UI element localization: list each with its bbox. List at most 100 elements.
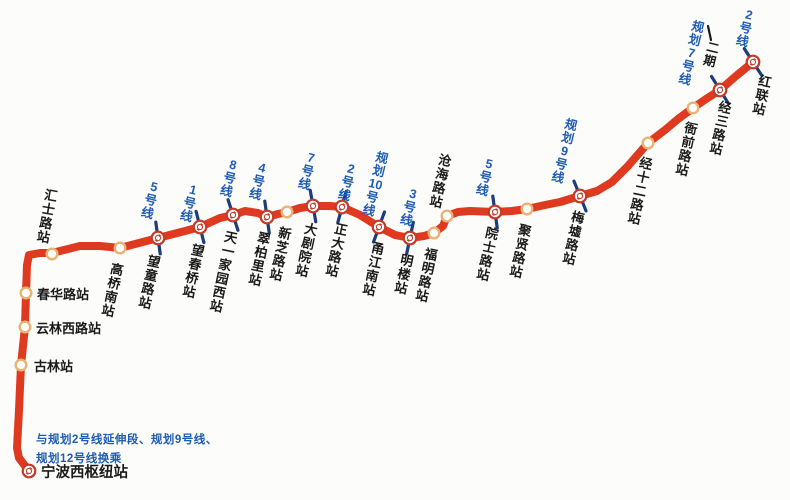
station-label: 大剧院站 [294,221,319,279]
station-marker [21,463,37,479]
station-marker [280,205,294,219]
interchange-icon [154,234,162,242]
interchange-icon [263,218,267,222]
interchange-icon [25,467,33,475]
interchange-icon [342,202,346,206]
phase-label: 二期 [702,40,721,70]
interchange-icon [196,223,204,231]
station-label: 古林站 [34,359,73,374]
station-label: 正大路站 [324,221,350,280]
station-label: 望童路站 [137,253,163,312]
transfer-line-label: 规划10号线 [360,149,390,219]
station-label: 春华路站 [36,287,89,302]
station-marker [225,207,241,223]
interchange-icon [749,63,753,67]
station-label: 望春桥站 [180,242,207,301]
transfer-line-label: 4号线 [248,160,271,203]
interchange-icon [576,197,580,201]
transfer-note-line2: 规划12号线换乘 [36,453,122,465]
interchange-icon [229,216,233,220]
station-marker [487,204,503,220]
interchange-icon [491,208,499,216]
transfer-note-line1: 与规划2号线延伸段、规划9号线、 [36,434,218,446]
station-marker [259,209,275,225]
interchange-icon [267,212,271,216]
station-label: 明楼站 [393,252,415,297]
interchange-icon [491,213,495,217]
station-label: 聚贤路站 [507,222,534,281]
metro-line-path [13,58,757,475]
transfer-line-label: 5号线 [140,179,163,222]
station-marker [402,230,418,246]
station-label: 红联站 [751,73,773,118]
phase-dash [706,24,713,42]
transfer-line-label: 8号线 [219,157,242,200]
station-marker [427,226,441,240]
interchange-icon [154,239,158,243]
interchange-icon [338,208,342,212]
station-label: 新芝路站 [268,225,294,284]
station-label: 甬江南站 [361,240,386,298]
interchange-icon [25,472,29,476]
station-label: 经三路站 [708,99,734,158]
interchange-icon [576,192,584,200]
station-label: 宁波西枢纽站 [41,463,128,481]
station-label: 衙前路站 [673,120,700,179]
interchange-icon [410,233,414,237]
transfer-line-label: 1号线 [179,182,202,225]
transfer-line-label: 7号线 [297,150,320,193]
interchange-icon [196,228,200,232]
interchange-icon [200,222,204,226]
station-marker [150,230,166,246]
station-marker [572,188,588,204]
interchange-icon [309,207,313,211]
interchange-icon [495,207,499,211]
station-label: 院士路站 [475,225,501,284]
interchange-icon [716,91,720,95]
transfer-line-label: 3号线 [399,186,422,229]
station-label: 经十二路站 [626,155,654,227]
station-marker [520,202,534,216]
station-marker [334,199,350,215]
interchange-icon [720,85,724,89]
station-label: 天一家园西站 [208,229,239,315]
interchange-icon [379,222,383,226]
station-marker [712,82,728,98]
station-marker [45,247,59,261]
interchange-icon [753,57,757,61]
station-marker [14,358,28,372]
interchange-icon [229,211,237,219]
station-marker [371,219,387,235]
interchange-icon [716,86,724,94]
station-marker [19,286,33,300]
interchange-icon [749,58,757,66]
interchange-icon [29,466,33,470]
station-marker [745,54,761,70]
station-label: 汇士路站 [36,187,60,246]
transfer-line-label: 规划9号线 [550,116,579,186]
transfer-line-label: 2号线 [735,7,758,50]
transfer-line-label: 5号线 [475,156,498,199]
station-label: 翠柏里站 [247,230,272,288]
station-marker [641,136,655,150]
interchange-icon [338,203,346,211]
interchange-icon [580,191,584,195]
interchange-icon [263,213,271,221]
station-marker [305,198,321,214]
interchange-icon [375,223,383,231]
transfer-line-label: 规划7号线 [677,18,706,88]
transfer-line-label: 2号线 [337,161,360,204]
station-marker [113,241,127,255]
interchange-icon [406,239,410,243]
interchange-icon [309,202,317,210]
station-marker [18,320,32,334]
station-label: 高桥南站 [100,261,126,320]
station-marker [686,101,700,115]
station-marker [192,219,208,235]
station-label: 沧海路站 [428,152,454,211]
transfer-note: 与规划2号线延伸段、规划9号线、 规划12号线换乘 [36,431,218,469]
interchange-icon [375,228,379,232]
interchange-icon [158,233,162,237]
